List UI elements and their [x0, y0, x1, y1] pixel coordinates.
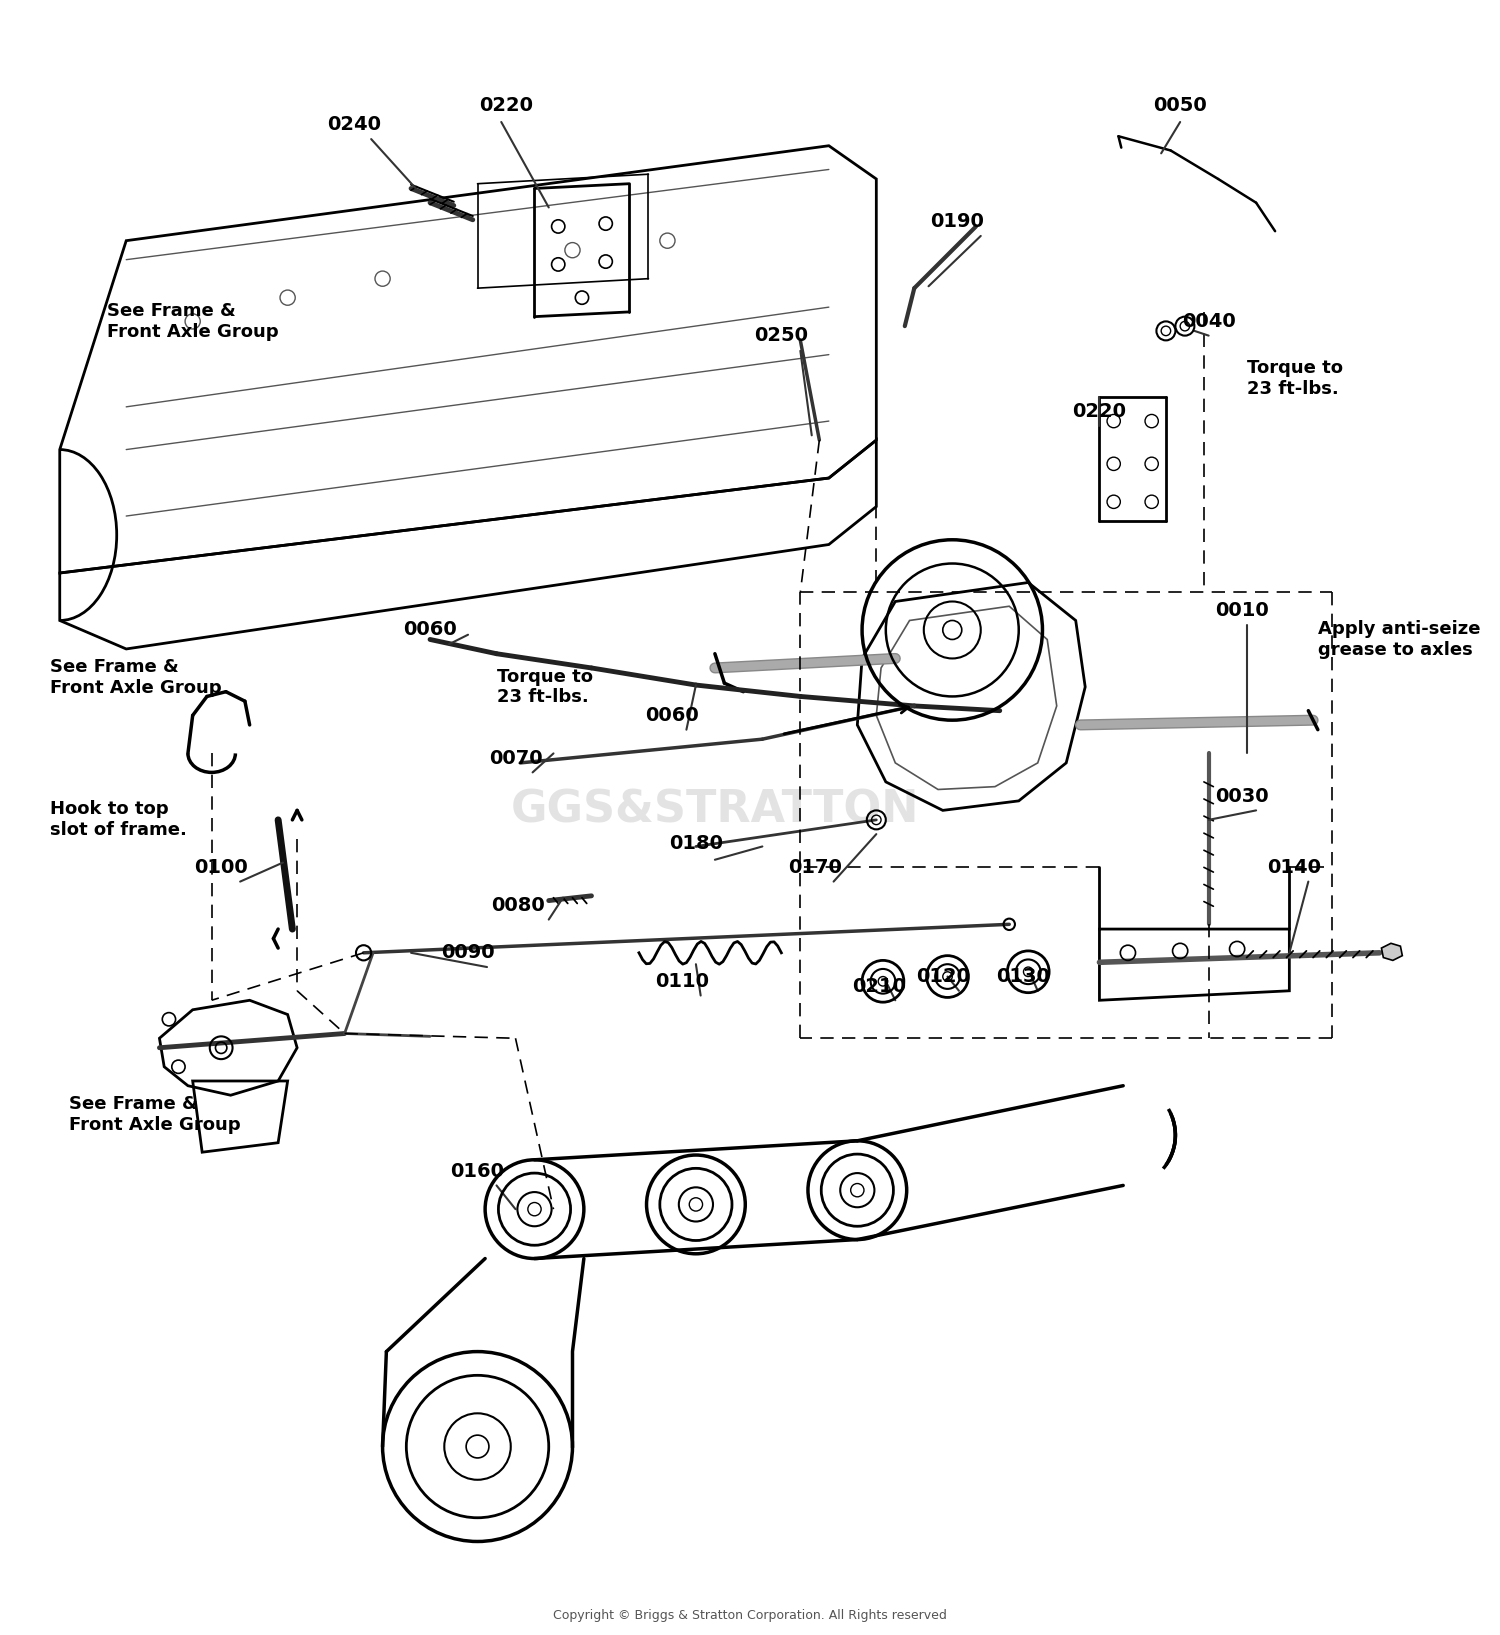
Text: 0060: 0060 — [404, 620, 457, 639]
Text: 0030: 0030 — [1215, 786, 1269, 806]
Text: 0140: 0140 — [1268, 858, 1322, 876]
Text: 0080: 0080 — [492, 896, 544, 916]
Text: 0220: 0220 — [1072, 402, 1126, 422]
Text: See Frame &
Front Axle Group: See Frame & Front Axle Group — [69, 1095, 242, 1133]
Text: GGS&STRATTON: GGS&STRATTON — [510, 788, 920, 832]
Text: 0100: 0100 — [195, 858, 248, 876]
Text: 0070: 0070 — [489, 749, 543, 768]
Text: 0010: 0010 — [1215, 602, 1269, 621]
Text: See Frame &
Front Axle Group: See Frame & Front Axle Group — [51, 657, 222, 697]
Text: 0110: 0110 — [654, 971, 708, 991]
Text: Copyright © Briggs & Stratton Corporation. All Rights reserved: Copyright © Briggs & Stratton Corporatio… — [554, 1609, 946, 1622]
Text: Torque to
23 ft-lbs.: Torque to 23 ft-lbs. — [496, 667, 592, 706]
Text: Apply anti-seize
grease to axles: Apply anti-seize grease to axles — [1318, 620, 1480, 659]
Text: 0180: 0180 — [669, 834, 723, 853]
Polygon shape — [1382, 943, 1402, 960]
Text: 0060: 0060 — [645, 706, 699, 724]
Text: Hook to top
slot of frame.: Hook to top slot of frame. — [51, 801, 188, 839]
Text: Torque to
23 ft-lbs.: Torque to 23 ft-lbs. — [1246, 360, 1342, 397]
Text: 0040: 0040 — [1182, 312, 1236, 330]
Text: 0250: 0250 — [754, 325, 808, 345]
Text: See Frame &
Front Axle Group: See Frame & Front Axle Group — [106, 302, 279, 340]
Text: 0220: 0220 — [478, 96, 532, 116]
Text: 0210: 0210 — [852, 976, 906, 996]
Text: 0050: 0050 — [1154, 96, 1208, 116]
Text: 0160: 0160 — [450, 1162, 504, 1180]
Text: 0130: 0130 — [996, 966, 1050, 986]
Text: 0120: 0120 — [916, 966, 970, 986]
Text: 0240: 0240 — [327, 116, 381, 134]
Text: 0090: 0090 — [441, 943, 495, 963]
Text: 0190: 0190 — [930, 213, 984, 231]
Text: 0170: 0170 — [788, 858, 842, 876]
